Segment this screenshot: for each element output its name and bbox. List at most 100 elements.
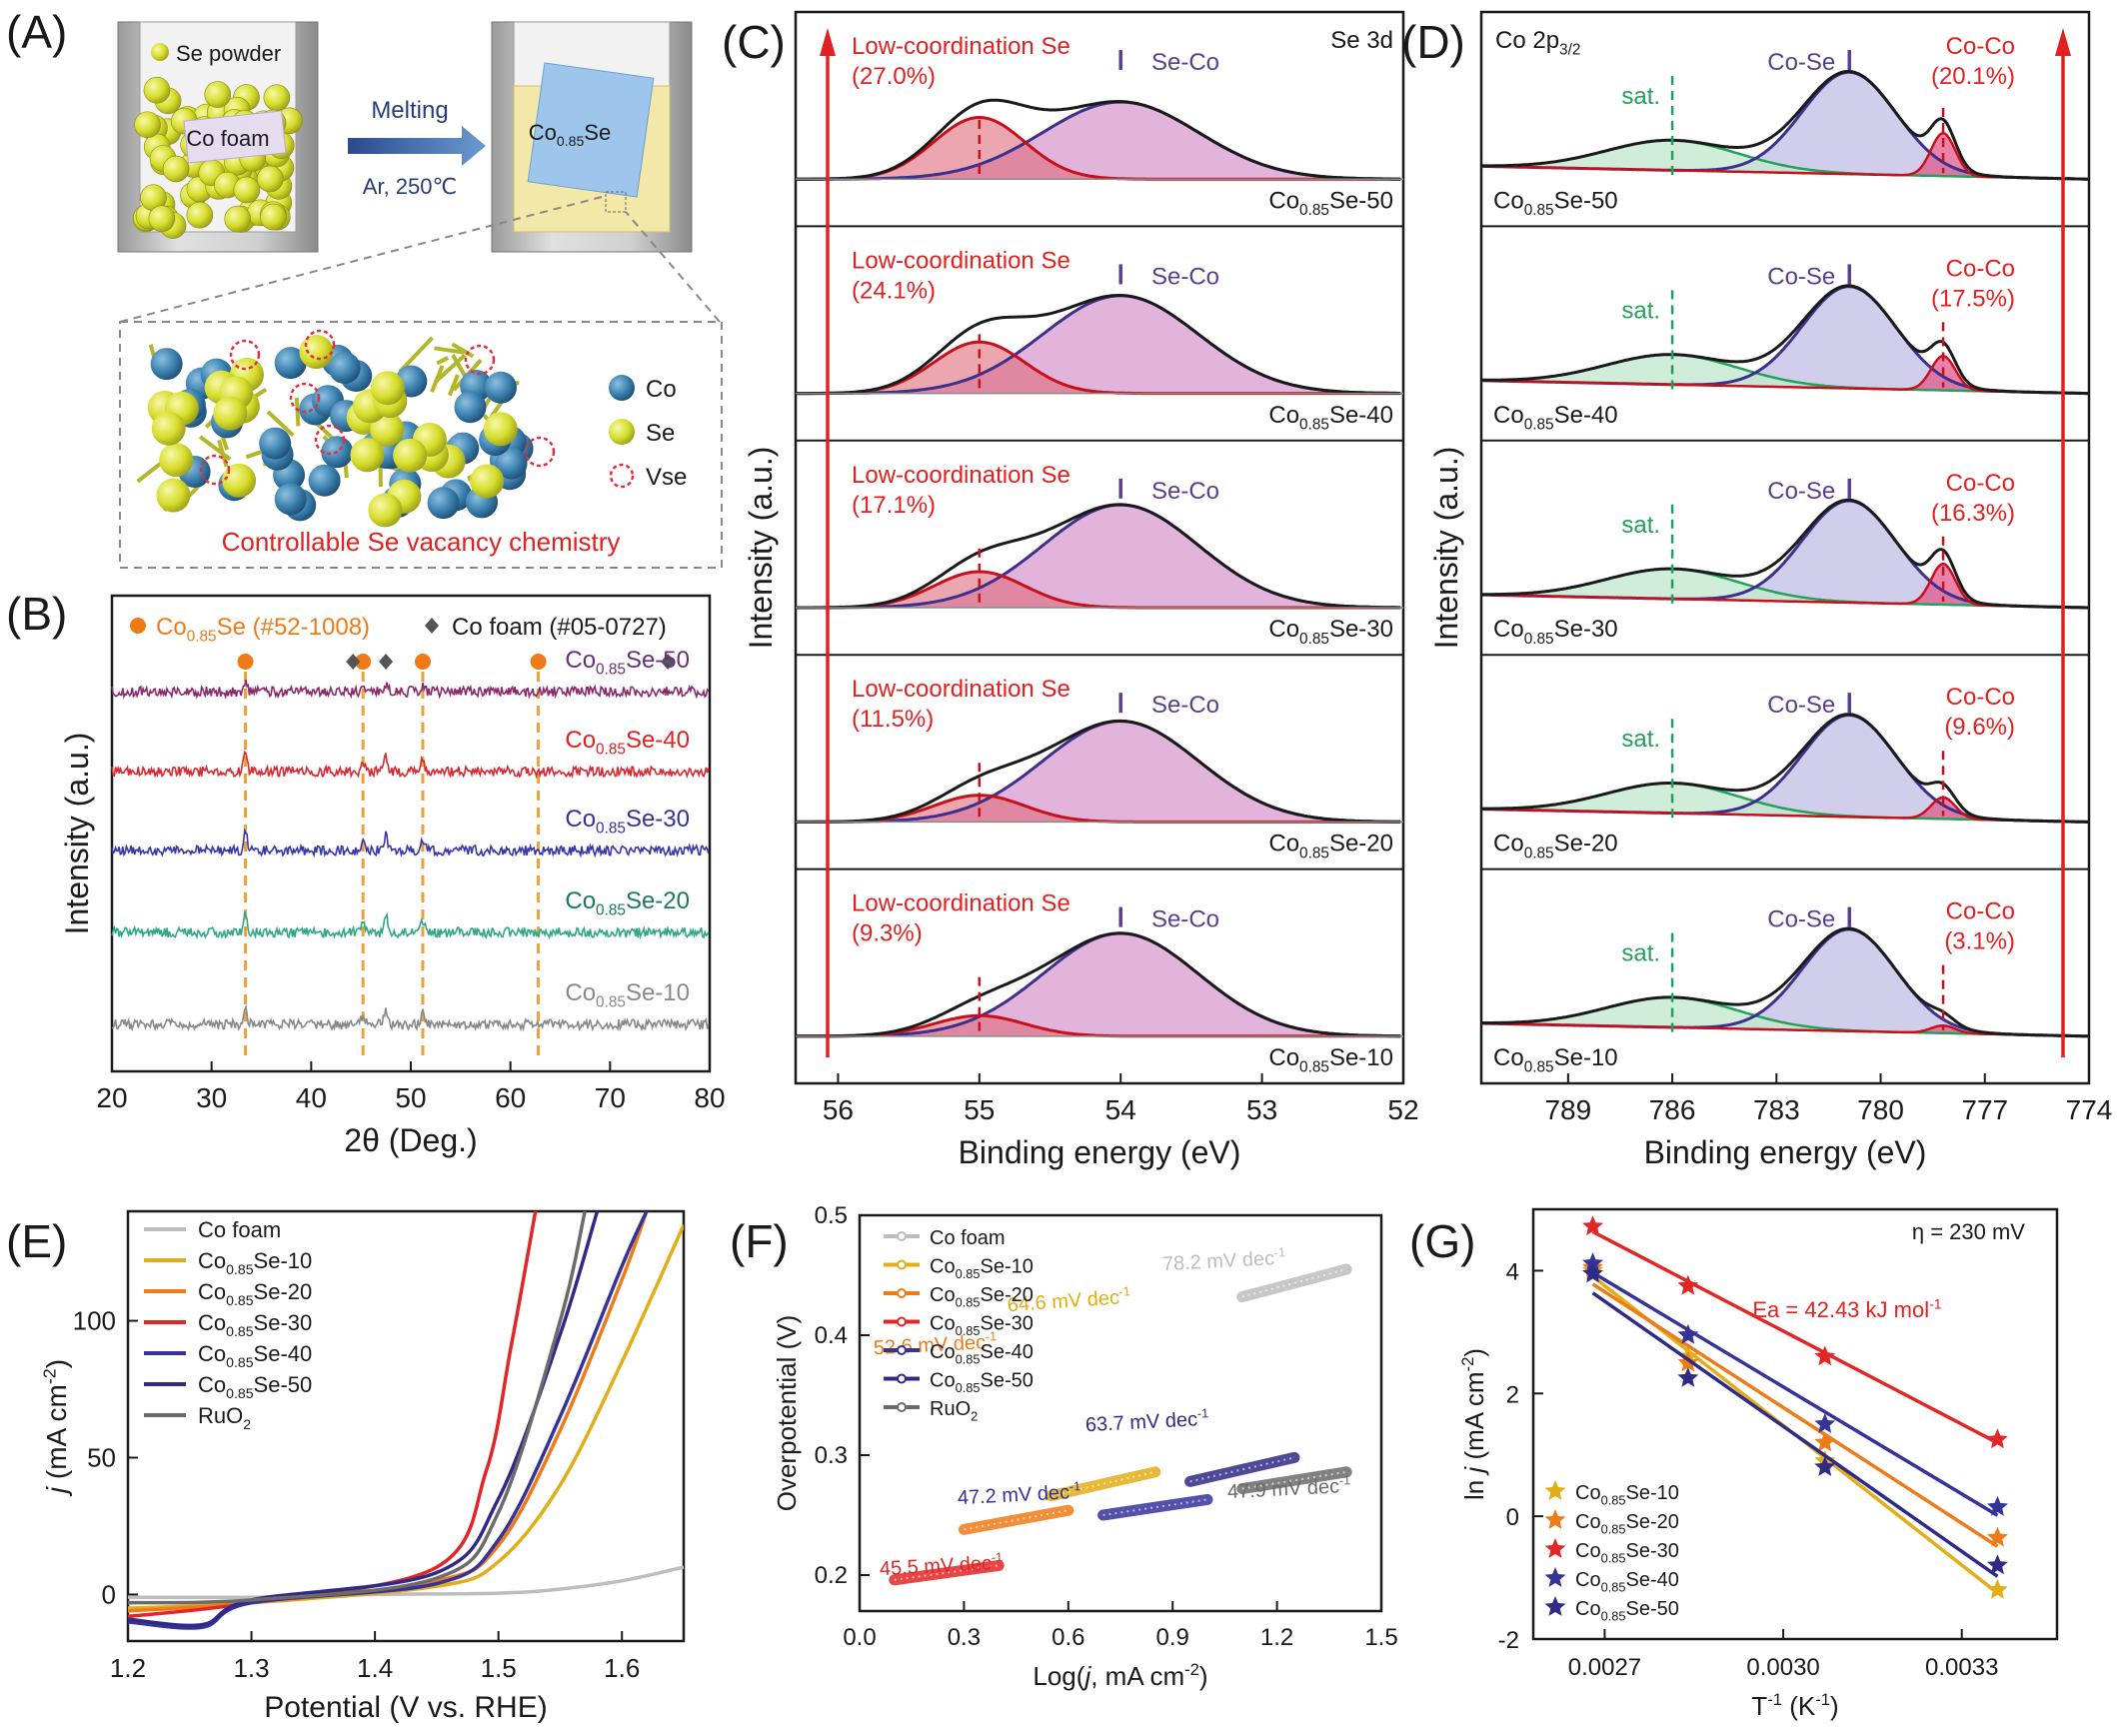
x-tick-label: 1.6 <box>604 1653 640 1683</box>
se-co-area <box>796 505 1401 609</box>
label-part: (K <box>1782 1691 1816 1721</box>
arrhenius-point <box>1582 1252 1603 1272</box>
se-vacancy <box>524 436 556 468</box>
se-powder-particle <box>233 176 261 204</box>
label-part: Se-50 <box>1329 187 1393 214</box>
legend-marker <box>897 1345 907 1355</box>
x-tick-label: 50 <box>395 1082 426 1113</box>
se-atom <box>368 493 403 528</box>
label-part: Se-50 <box>1554 187 1618 214</box>
legend-label: Co0.85Se-10 <box>930 1256 1034 1282</box>
label-part: Se-30 <box>1554 616 1618 643</box>
label-part: -1 <box>1196 1405 1208 1421</box>
co085se-label: Co0.85Se <box>529 120 611 149</box>
co-co-percent: (9.6%) <box>1944 714 2015 741</box>
xrd-trace-50 <box>111 680 710 700</box>
label-part: Co <box>565 887 596 914</box>
panel-label: (D) <box>1401 16 1465 68</box>
label-part: Co <box>565 806 596 833</box>
label-part: -1 <box>1068 1478 1080 1494</box>
legend-label: RuO2 <box>930 1398 978 1424</box>
low-coordination-label: Low-coordination Se <box>852 890 1070 917</box>
legend-label: Co0.85Se-10 <box>198 1248 312 1277</box>
sample-label: Co0.85Se-40 <box>1268 402 1393 434</box>
se-powder-particle <box>224 205 252 233</box>
x-tick-label: 0.0 <box>843 1624 876 1651</box>
se-powder-icon <box>151 43 169 61</box>
legend-label: Co0.85Se-30 <box>1575 1540 1679 1566</box>
co-atom <box>274 347 307 380</box>
co-co-area <box>1481 133 2089 180</box>
legend-label: Co0.85Se-30 <box>198 1310 312 1339</box>
conditions-label: Ar, 250℃ <box>363 174 457 199</box>
sample-label: Co0.85Se-30 <box>1268 616 1393 648</box>
crucible-right: Co0.85Se <box>491 21 693 253</box>
ref1-peak-marker <box>530 654 547 670</box>
co-co-label: Co-Co <box>1946 684 2015 711</box>
slope-label: 63.7 mV dec-1 <box>1084 1405 1209 1436</box>
legend-label: Co0.85Se-40 <box>930 1341 1034 1367</box>
label-part: Co <box>930 1313 956 1335</box>
label-part: Se-40 <box>1554 402 1618 429</box>
vse-legend-swatch <box>609 463 635 489</box>
slope-label: 45.5 mV dec-1 <box>879 1549 1004 1580</box>
arrhenius-point <box>1987 1428 2008 1449</box>
sample-label: Co0.85Se-50 <box>1493 187 1618 219</box>
label-part: 0.85 <box>1524 202 1554 219</box>
x-tick-label: 60 <box>495 1082 526 1113</box>
co-se-label: Co-Se <box>1767 906 1835 933</box>
x-tick-label: 53 <box>1246 1094 1277 1125</box>
y-axis-label: j (mA cm-2) <box>39 1359 72 1497</box>
lsv-curve <box>128 1211 649 1630</box>
trace-label-40: Co0.85Se-40 <box>565 727 690 759</box>
co-co-label: Co-Co <box>1946 898 2015 925</box>
label-part: Se-10 <box>1626 1482 1679 1504</box>
plot-frame <box>794 10 1405 1085</box>
label-part: Co <box>565 647 596 674</box>
legend-label: Co0.85Se-40 <box>1575 1569 1679 1595</box>
co-co-label: Co-Co <box>1946 33 2015 60</box>
legend-marker <box>1544 1480 1566 1500</box>
se-vacancy <box>229 339 261 371</box>
x-tick-label: 80 <box>694 1082 725 1113</box>
se-powder-particle <box>260 203 287 231</box>
panel-f: (F) 0.0 0.3 0.6 0.9 1.2 1.5 0.2 0.3 0.4 0.5 Log(j, … <box>730 1202 1398 1691</box>
envelope-fit <box>1481 284 2089 396</box>
label-part: 0.85 <box>596 821 626 838</box>
co-atom <box>308 464 341 497</box>
y-tick-label: 4 <box>1506 1258 1519 1285</box>
y-axis-label: Intensity (a.u.) <box>59 733 95 935</box>
lsv-curve <box>128 1211 600 1628</box>
y-axis-label: Intensity (a.u.) <box>743 447 779 650</box>
label-part: (mA cm <box>41 1384 72 1487</box>
label-part: j <box>1081 1661 1091 1691</box>
co-se-area <box>1481 72 2089 180</box>
label-part: 0.85 <box>226 1323 254 1339</box>
xrd-trace-20 <box>111 911 710 940</box>
trend-arrow-head <box>2055 28 2071 56</box>
label-part: -1 <box>991 1549 1003 1565</box>
se-vacancy <box>199 454 231 486</box>
y-axis-label: Overpotential (V) <box>772 1315 802 1512</box>
tafel-fit <box>1236 1263 1352 1303</box>
label-part: Co <box>1493 1044 1524 1071</box>
label-part: ) <box>1459 1348 1489 1357</box>
label-part: Se-20 <box>254 1279 313 1304</box>
label-part: 2 <box>243 1416 251 1432</box>
zoom-line-right <box>625 211 721 323</box>
plot-frame <box>858 1213 1383 1613</box>
panel-label: (B) <box>6 588 67 640</box>
x-tick-label: 0.0027 <box>1568 1654 1641 1681</box>
label-part: 3/2 <box>1559 42 1580 59</box>
se-atom <box>159 443 194 478</box>
x-tick-label: 780 <box>1857 1094 1904 1125</box>
low-coordination-percent: (17.1%) <box>852 492 936 519</box>
corner-label: Se 3d <box>1330 27 1393 54</box>
co-se-label: Co-Se <box>1767 49 1835 76</box>
label-part: 0.85 <box>1299 845 1329 862</box>
tafel-fit <box>1097 1493 1213 1521</box>
se-powder-particle <box>143 76 171 104</box>
sample-label: Co0.85Se-30 <box>1493 616 1618 648</box>
legend-label: RuO2 <box>198 1403 251 1432</box>
label-part: -1 <box>1815 1690 1830 1709</box>
